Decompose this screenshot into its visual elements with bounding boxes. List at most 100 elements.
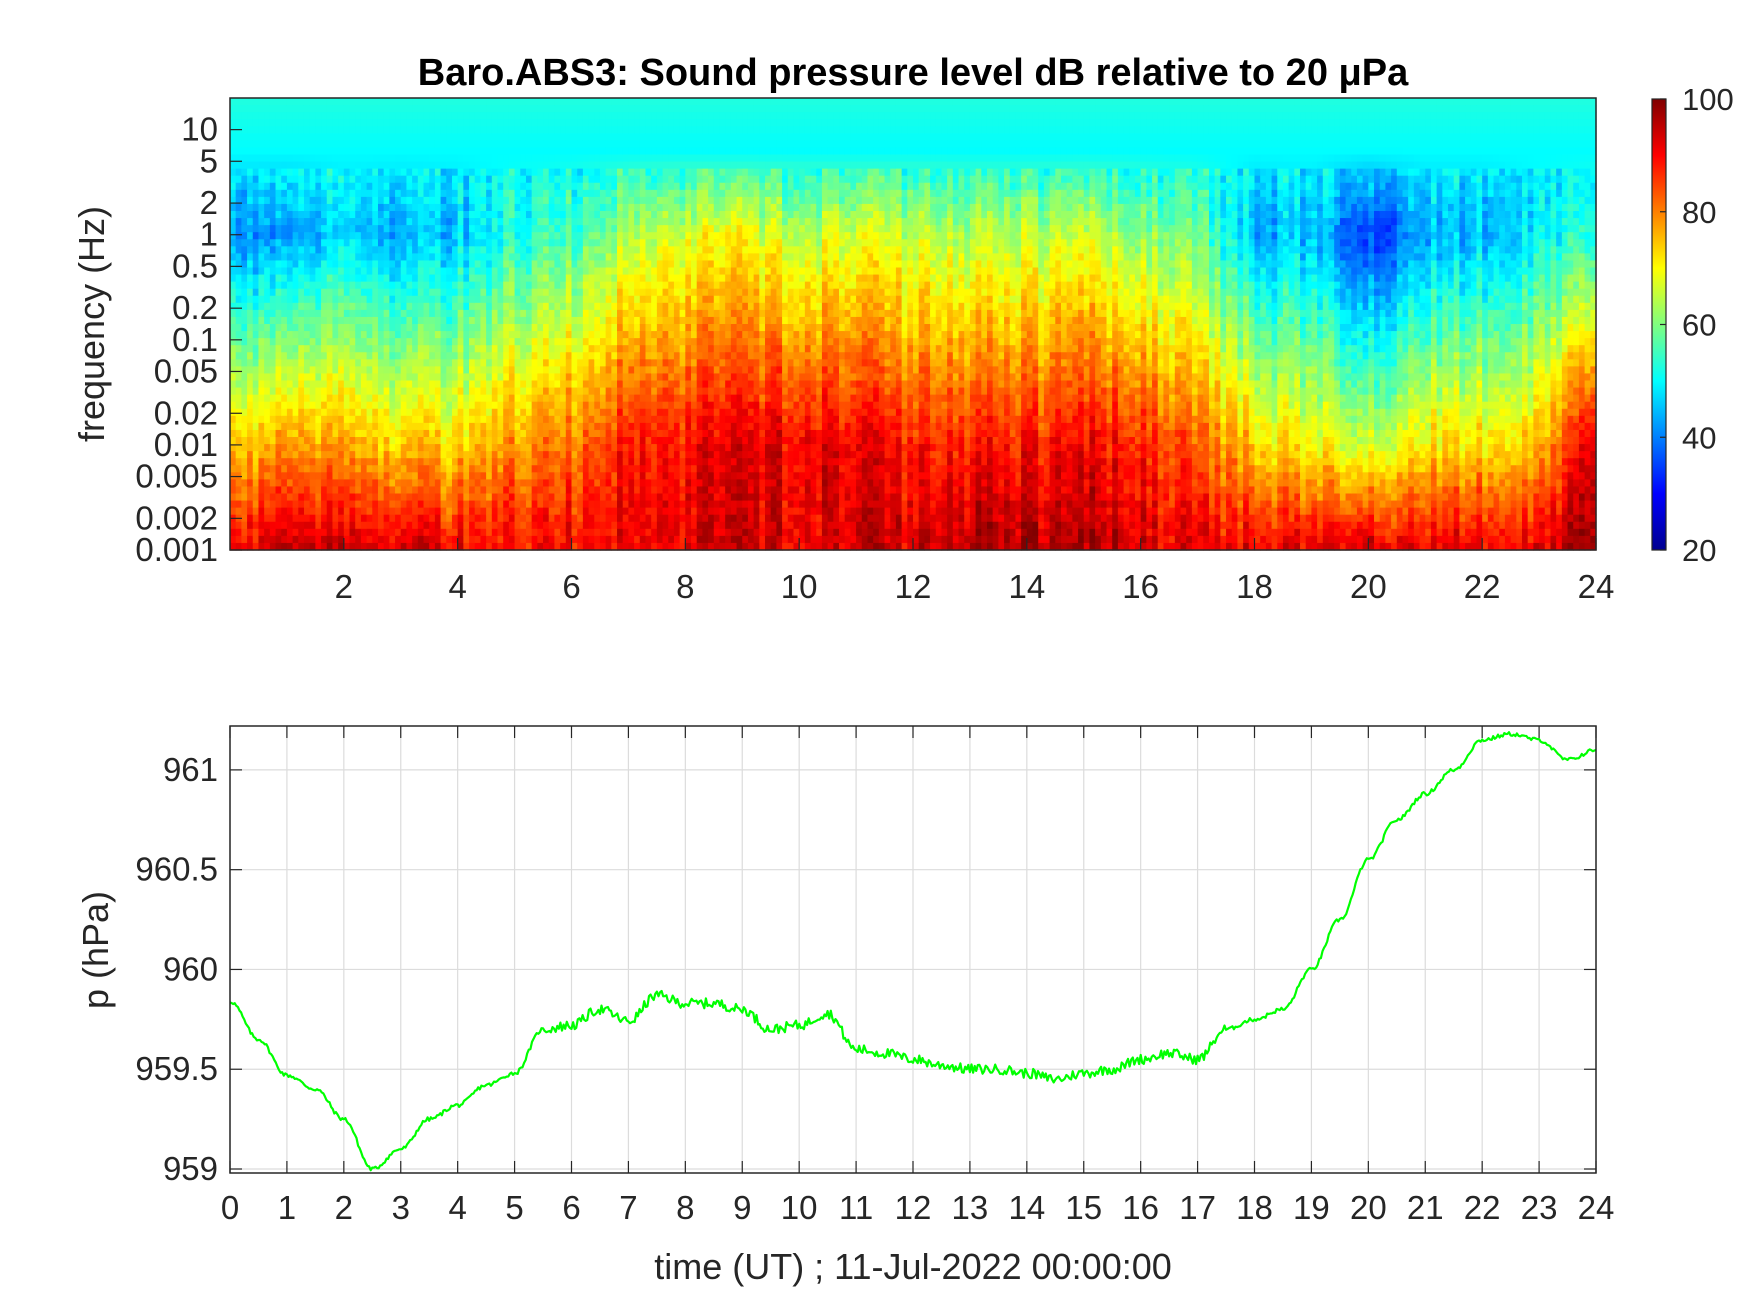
spectrogram-cell [292, 119, 299, 127]
spectrogram-cell [514, 196, 521, 205]
spectrogram-cell [395, 528, 402, 537]
spectrogram-cell [372, 161, 379, 170]
spectrogram-cell [377, 345, 385, 353]
spectrogram-cell [582, 493, 590, 502]
spectrogram-cell [303, 359, 311, 367]
spectrogram-cell [571, 288, 578, 297]
spectrogram-cell [582, 295, 590, 304]
spectrogram-cell [588, 246, 595, 254]
spectrogram-cell [531, 161, 538, 170]
spectrogram-cell [241, 521, 248, 530]
spectrogram-cell [651, 486, 658, 495]
spectrogram-cell [474, 437, 482, 445]
spectrogram-cell [491, 211, 499, 219]
spectrogram-cell [434, 380, 442, 389]
spectrogram-cell [451, 507, 459, 516]
spectrogram-cell [651, 295, 658, 304]
spectrogram-cell [406, 161, 413, 170]
spectrogram-cell [412, 437, 419, 445]
spectrogram-cell [258, 542, 265, 551]
spectrogram-cell [338, 175, 345, 184]
spectrogram-cell [617, 168, 624, 177]
spectrogram-cell [383, 133, 390, 141]
spectrogram-cell [554, 267, 561, 276]
spectrogram-cell [537, 112, 544, 120]
spectrogram-cell [497, 203, 504, 212]
spectrogram-cell [412, 211, 419, 219]
spectrogram-cell [645, 182, 652, 191]
spectrogram-cell [372, 465, 379, 473]
spectrogram-cell [577, 387, 584, 396]
spectrogram-cell [645, 380, 652, 389]
spectrogram-cell [309, 211, 316, 219]
spectrogram-cell [395, 239, 402, 247]
spectrogram-cell [258, 408, 265, 417]
spectrogram-cell [457, 352, 464, 360]
spectrogram-cell [474, 486, 482, 495]
spectrogram-cell [383, 507, 390, 516]
spectrogram-cell [298, 429, 305, 438]
spectrogram-cell [360, 182, 368, 191]
spectrogram-cell [343, 331, 351, 339]
spectrogram-cell [406, 246, 413, 254]
spectrogram-cell [326, 154, 334, 163]
spectrogram-cell [451, 260, 459, 269]
spectrogram-cell [486, 267, 493, 276]
spectrogram-cell [474, 352, 482, 360]
spectrogram-cell [241, 295, 248, 304]
spectrogram-cell [611, 211, 618, 219]
spectrogram-cell [400, 521, 408, 530]
spectrogram-cell [355, 331, 362, 339]
spectrogram-cell [326, 295, 334, 304]
spectrogram-cell [360, 225, 368, 233]
spectrogram-cell [321, 274, 328, 283]
spectrogram-cell [412, 373, 419, 382]
spectrogram-cell [451, 521, 459, 530]
spectrogram-cell [252, 352, 260, 360]
spectrogram-cell [258, 260, 265, 269]
spectrogram-cell [668, 542, 675, 551]
spectrogram-cell [543, 465, 550, 473]
spectrogram-cell [372, 486, 379, 495]
spectrogram-cell [537, 147, 544, 156]
spectrogram-cell [582, 451, 590, 459]
spectrogram-cell [486, 189, 493, 198]
spectrogram-cell [366, 154, 373, 163]
spectrogram-cell [377, 528, 385, 537]
spectrogram-cell [389, 387, 396, 396]
spectrogram-cell [588, 98, 595, 106]
spectrogram-cell [377, 324, 385, 332]
spectrogram-cell [651, 408, 658, 417]
spectrogram-cell [383, 528, 390, 537]
spectrogram-cell [434, 507, 442, 516]
spectrogram-cell [326, 359, 334, 367]
spectrogram-cell [628, 507, 635, 516]
spectrogram-cell [360, 542, 368, 551]
spectrogram-cell [508, 472, 516, 480]
spectrogram-cell [486, 451, 493, 459]
spectrogram-cell [395, 387, 402, 396]
spectrogram-cell [349, 500, 356, 509]
spectrogram-cell [571, 500, 578, 509]
spectrogram-cell [543, 359, 550, 367]
spectrogram-cell [469, 507, 476, 516]
spectrogram-cell [286, 112, 294, 120]
spectrogram-cell [269, 133, 277, 141]
spectrogram-cell [531, 387, 538, 396]
spectrogram-cell [537, 493, 544, 502]
spectrogram-cell [412, 288, 419, 297]
spectrogram-cell [269, 380, 277, 389]
spectrogram-cell [486, 175, 493, 184]
spectrogram-cell [605, 429, 612, 438]
spectrogram-cell [469, 105, 476, 113]
spectrogram-cell [594, 211, 601, 219]
spectrogram-cell [577, 542, 584, 551]
spectrogram-cell [543, 168, 550, 177]
spectrogram-cell [531, 352, 538, 360]
spectrogram-cell [634, 203, 641, 212]
spectrogram-cell [594, 437, 601, 445]
spectrogram-cell [241, 373, 248, 382]
spectrogram-cell [611, 309, 618, 318]
spectrogram-cell [429, 472, 436, 480]
spectrogram-cell [292, 507, 299, 516]
